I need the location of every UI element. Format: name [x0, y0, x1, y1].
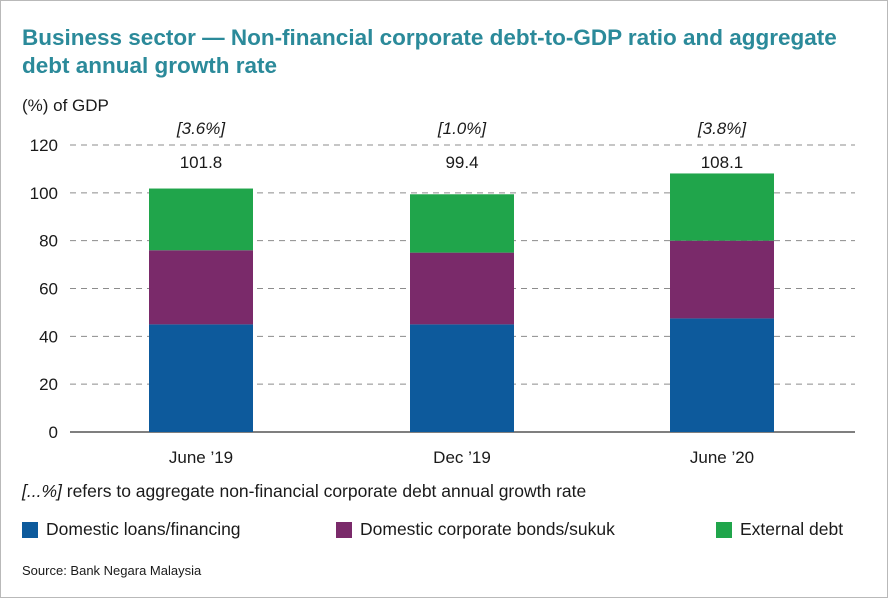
growth-rate-label: [3.8%] [697, 119, 747, 138]
source-note: Source: Bank Negara Malaysia [22, 563, 202, 578]
legend-label-bonds: Domestic corporate bonds/sukuk [360, 519, 615, 539]
bar-segment-external [149, 188, 253, 251]
y-tick-label: 100 [30, 184, 58, 203]
growth-rate-label: [3.6%] [176, 119, 226, 138]
legend-label-loans: Domestic loans/financing [46, 519, 241, 539]
note-text: refers to aggregate non-financial corpor… [61, 481, 587, 501]
y-tick-label: 80 [39, 232, 58, 251]
chart-title: Business sector — Non-financial corporat… [22, 25, 837, 78]
bar-segment-bonds [410, 252, 514, 325]
x-tick-label: June ’19 [169, 448, 233, 467]
x-tick-label: Dec ’19 [433, 448, 491, 467]
y-axis-label: (%) of GDP [22, 96, 109, 115]
y-tick-label: 40 [39, 327, 58, 346]
bar-segment-loans [670, 318, 774, 432]
y-tick-label: 120 [30, 136, 58, 155]
bar-segment-bonds [670, 240, 774, 319]
legend-item-external: External debt [716, 519, 843, 540]
legend-swatch-bonds [336, 521, 352, 538]
growth-rate-label: [1.0%] [437, 119, 487, 138]
note-bracket-symbol: [...%] [22, 481, 62, 501]
y-tick-label: 0 [49, 423, 58, 442]
legend-swatch-external [716, 521, 732, 538]
x-tick-label: June ’20 [690, 448, 754, 467]
growth-rate-note: [...%] refers to aggregate non-financial… [22, 481, 586, 502]
bar-segment-bonds [149, 250, 253, 325]
y-tick-label: 60 [39, 280, 58, 299]
bar-total-label: 108.1 [701, 153, 744, 172]
legend-label-external: External debt [740, 519, 844, 539]
bar-total-label: 101.8 [180, 153, 223, 172]
legend-item-bonds: Domestic corporate bonds/sukuk [336, 519, 615, 540]
bar-segment-external [670, 173, 774, 241]
legend: Domestic loans/financing Domestic corpor… [22, 519, 882, 543]
bar-segment-loans [410, 324, 514, 432]
y-tick-label: 20 [39, 375, 58, 394]
legend-item-loans: Domestic loans/financing [22, 519, 241, 540]
bar-segment-external [410, 194, 514, 253]
bar-segment-loans [149, 324, 253, 432]
legend-swatch-loans [22, 521, 38, 538]
bar-total-label: 99.4 [445, 153, 478, 172]
